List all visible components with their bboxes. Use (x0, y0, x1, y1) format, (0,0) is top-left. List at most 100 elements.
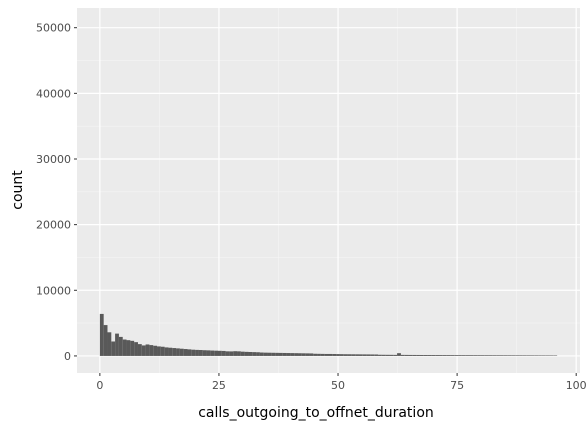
histogram-bar (210, 350, 215, 356)
histogram-bar (534, 355, 539, 356)
histogram-bar (305, 353, 310, 356)
x-tick-label: 0 (96, 379, 103, 392)
histogram-bar (294, 353, 299, 356)
histogram-bar (393, 354, 398, 356)
histogram-bar (214, 350, 218, 356)
histogram-bar (362, 354, 367, 356)
histogram-bar (339, 354, 344, 356)
histogram-bar (477, 355, 481, 356)
histogram-bar (122, 339, 127, 356)
histogram-bar (358, 354, 363, 356)
plot-panel (77, 8, 580, 373)
histogram-bar (198, 350, 203, 356)
x-tick-label: 25 (212, 379, 226, 392)
histogram-bar (473, 355, 478, 356)
histogram-bar (118, 336, 123, 356)
histogram-bar (381, 354, 386, 356)
histogram-bar (499, 355, 504, 356)
histogram-bar (176, 348, 180, 356)
histogram-bar (187, 349, 192, 356)
histogram-bar (431, 355, 436, 356)
x-tick-label: 75 (450, 379, 464, 392)
histogram-bar (408, 354, 413, 356)
histogram-bar (157, 346, 161, 356)
histogram-bar (271, 352, 276, 356)
histogram-bar (126, 340, 131, 356)
histogram-bar (103, 325, 108, 356)
x-tick-label: 50 (331, 379, 345, 392)
histogram-bar (469, 355, 474, 356)
histogram-bar (233, 351, 238, 356)
histogram-bar (488, 355, 493, 356)
histogram-bar (130, 340, 135, 356)
histogram-bar (320, 353, 325, 356)
y-tick-label: 10000 (36, 284, 71, 297)
histogram-bar (435, 355, 440, 356)
y-tick-label: 20000 (36, 219, 71, 232)
histogram-bar (191, 349, 196, 356)
histogram-bar (168, 347, 173, 356)
histogram-bar (115, 333, 119, 356)
x-axis-title: calls_outgoing_to_offnet_duration (198, 405, 434, 421)
histogram-bar (419, 354, 424, 356)
histogram-bar (275, 352, 279, 356)
histogram-bar (263, 352, 268, 356)
histogram-bar (336, 354, 340, 356)
histogram-bar (332, 354, 337, 356)
histogram-bar (149, 345, 154, 356)
histogram-bar (107, 332, 112, 356)
y-axis-ticks: 0 10000 20000 30000 40000 50000 (36, 22, 77, 363)
histogram-bar (351, 354, 356, 356)
histogram-bar (145, 344, 150, 356)
histogram-bar (404, 354, 409, 356)
histogram-bar (465, 355, 470, 356)
histogram-bar (111, 341, 116, 356)
histogram-bar (221, 350, 226, 356)
histogram-bar (252, 352, 257, 356)
histogram-bar (237, 351, 241, 356)
histogram-bar (229, 351, 234, 356)
histogram-bar (427, 355, 432, 356)
histogram-bar (240, 351, 245, 356)
histogram-bar (507, 355, 512, 356)
histogram-bar (347, 354, 352, 356)
histogram-bar (442, 355, 447, 356)
histogram-bar (313, 353, 318, 356)
histogram-bar (400, 354, 405, 356)
histogram-bar (423, 355, 428, 356)
grid-lines (77, 8, 580, 373)
histogram-bar (385, 354, 390, 356)
y-tick-label: 30000 (36, 153, 71, 166)
histogram-bar (317, 353, 321, 356)
x-tick-label: 100 (566, 379, 587, 392)
histogram-bar (202, 350, 207, 356)
histogram-bar (370, 354, 375, 356)
histogram-bar (195, 349, 199, 356)
histogram-bar (450, 355, 455, 356)
histogram-bar (522, 355, 527, 356)
histogram-bar (416, 354, 420, 356)
histogram-bar (378, 354, 382, 356)
y-tick-label: 50000 (36, 22, 71, 35)
histogram-bar (137, 344, 142, 356)
histogram-bar (446, 355, 451, 356)
histogram-bar (290, 353, 295, 356)
histogram-bar (179, 348, 184, 356)
histogram-bar (164, 347, 169, 356)
histogram-bar (366, 354, 371, 356)
histogram-bar (480, 355, 485, 356)
histogram-bar (217, 350, 222, 356)
y-tick-label: 0 (64, 350, 71, 363)
histogram-bar (496, 355, 500, 356)
histogram-bar (225, 351, 230, 356)
histogram-bar (286, 353, 291, 356)
histogram-bar (343, 354, 348, 356)
histogram-bar (389, 354, 394, 356)
histogram-bar (503, 355, 508, 356)
histogram-bar (492, 355, 497, 356)
histogram-bar (519, 355, 523, 356)
histogram-bar (282, 352, 287, 356)
histogram-bar (374, 354, 379, 356)
histogram-bar (355, 354, 359, 356)
